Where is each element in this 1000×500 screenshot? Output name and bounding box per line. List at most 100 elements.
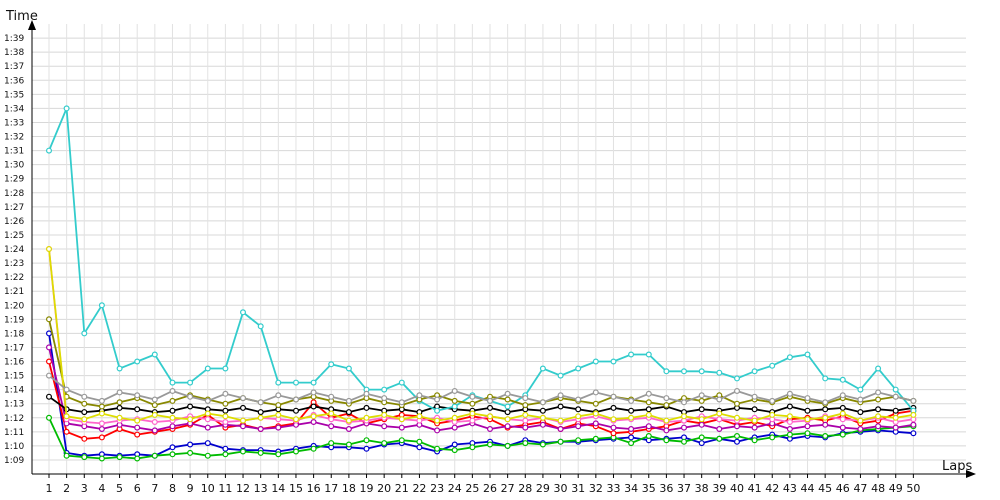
data-point bbox=[663, 427, 670, 434]
data-point bbox=[751, 417, 758, 424]
data-point bbox=[875, 423, 882, 430]
x-tick-label: 18 bbox=[342, 482, 356, 495]
data-point bbox=[204, 416, 211, 423]
data-point bbox=[575, 413, 582, 420]
data-point bbox=[504, 390, 511, 397]
data-point bbox=[310, 413, 317, 420]
data-point bbox=[187, 441, 194, 448]
x-tick-label: 32 bbox=[589, 482, 603, 495]
data-point bbox=[98, 410, 105, 417]
y-tick-label: 1:28 bbox=[4, 189, 24, 199]
data-point bbox=[451, 403, 458, 410]
data-point bbox=[116, 404, 123, 411]
x-tick-label: 3 bbox=[81, 482, 88, 495]
data-point bbox=[680, 438, 687, 445]
data-point bbox=[822, 433, 829, 440]
data-point bbox=[875, 413, 882, 420]
data-point bbox=[204, 410, 211, 417]
data-point bbox=[628, 440, 635, 447]
data-point bbox=[398, 416, 405, 423]
data-point bbox=[345, 417, 352, 424]
data-point bbox=[857, 396, 864, 403]
data-point bbox=[169, 388, 176, 395]
data-point bbox=[257, 409, 264, 416]
data-point bbox=[786, 354, 793, 361]
data-point bbox=[187, 416, 194, 423]
data-point bbox=[345, 365, 352, 372]
data-point bbox=[892, 393, 899, 400]
x-tick-label: 44 bbox=[801, 482, 815, 495]
x-tick-label: 46 bbox=[836, 482, 850, 495]
x-tick-label: 26 bbox=[483, 482, 497, 495]
y-axis-arrow bbox=[28, 20, 36, 30]
data-point bbox=[345, 397, 352, 404]
data-point bbox=[892, 407, 899, 414]
x-tick-label: 20 bbox=[377, 482, 391, 495]
data-point bbox=[716, 426, 723, 433]
data-point bbox=[434, 407, 441, 414]
data-point bbox=[310, 419, 317, 426]
data-point bbox=[751, 424, 758, 431]
data-point bbox=[522, 440, 529, 447]
data-point bbox=[610, 416, 617, 423]
data-point bbox=[504, 416, 511, 423]
data-point bbox=[645, 423, 652, 430]
data-point bbox=[451, 397, 458, 404]
data-point bbox=[875, 365, 882, 372]
x-tick-label: 48 bbox=[871, 482, 885, 495]
data-point bbox=[557, 426, 564, 433]
data-point bbox=[892, 386, 899, 393]
data-point bbox=[363, 390, 370, 397]
data-point bbox=[293, 448, 300, 455]
data-point bbox=[680, 399, 687, 406]
x-tick-label: 33 bbox=[606, 482, 620, 495]
data-point bbox=[592, 410, 599, 417]
data-point bbox=[293, 416, 300, 423]
series-6 bbox=[45, 393, 917, 416]
data-point bbox=[204, 365, 211, 372]
x-tick-labels: 1 2 3 4 5 6 7 8 9 10 11 12 13 14 15 16 17 18 19 20 21 22 23 24 2… bbox=[46, 474, 920, 495]
data-point bbox=[187, 449, 194, 456]
data-point bbox=[275, 392, 282, 399]
data-point bbox=[539, 407, 546, 414]
series-line bbox=[48, 248, 914, 422]
data-point bbox=[204, 440, 211, 447]
data-point bbox=[539, 365, 546, 372]
data-point bbox=[293, 379, 300, 386]
data-point bbox=[222, 407, 229, 414]
data-point bbox=[45, 246, 52, 253]
data-point bbox=[469, 417, 476, 424]
x-tick-label: 38 bbox=[695, 482, 709, 495]
data-point bbox=[804, 430, 811, 437]
data-point bbox=[151, 411, 158, 418]
data-point bbox=[487, 413, 494, 420]
x-tick-label: 11 bbox=[218, 482, 232, 495]
data-point bbox=[733, 400, 740, 407]
data-point bbox=[381, 440, 388, 447]
x-tick-label: 17 bbox=[324, 482, 338, 495]
data-point bbox=[804, 407, 811, 414]
data-point bbox=[839, 431, 846, 438]
data-point bbox=[698, 397, 705, 404]
data-point bbox=[663, 417, 670, 424]
data-point bbox=[169, 397, 176, 404]
data-point bbox=[328, 416, 335, 423]
data-point bbox=[328, 410, 335, 417]
data-point bbox=[804, 423, 811, 430]
data-point bbox=[416, 444, 423, 451]
data-point bbox=[875, 396, 882, 403]
data-point bbox=[116, 365, 123, 372]
data-point bbox=[204, 424, 211, 431]
data-point bbox=[504, 423, 511, 430]
data-point bbox=[487, 397, 494, 404]
data-point bbox=[187, 379, 194, 386]
data-point bbox=[187, 403, 194, 410]
data-point bbox=[222, 451, 229, 458]
y-tick-label: 1:30 bbox=[4, 161, 24, 171]
x-tick-label: 6 bbox=[134, 482, 141, 495]
data-point bbox=[645, 433, 652, 440]
data-point bbox=[592, 358, 599, 365]
data-point bbox=[769, 397, 776, 404]
data-point bbox=[875, 406, 882, 413]
x-tick-label: 39 bbox=[712, 482, 726, 495]
